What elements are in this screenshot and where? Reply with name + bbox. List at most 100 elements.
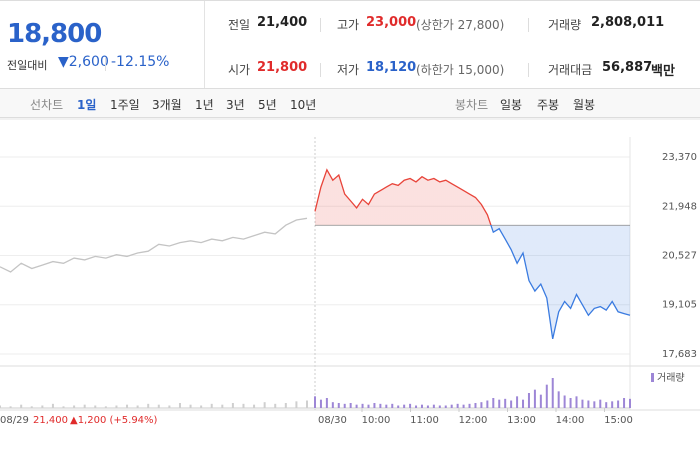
volume-bar [557,391,560,408]
x-tick-label: 15:00 [604,415,633,426]
volume-bar [94,405,97,408]
volume-bar [231,403,234,408]
volume-bar [126,404,129,408]
volume-bar [551,378,554,408]
volume-bar [30,406,33,408]
volume-bar [373,403,376,408]
volume-bar [189,404,192,408]
price-line [314,168,631,340]
volume-bar [41,405,44,408]
volume-bar [569,398,572,408]
volume-bar [284,403,287,408]
volume-bar [415,405,418,408]
volume-bar [73,405,76,408]
volume-bar [221,404,224,408]
volume-bar [178,403,181,408]
volume-bar [168,405,171,408]
tab[interactable]: 3개월 [152,98,182,112]
volume-bar [62,406,65,408]
volume-bar [563,395,566,408]
volume-bar [397,405,400,408]
change-label: 전일대비 [7,59,48,72]
volume-legend-swatch [651,373,654,382]
volume-bar [391,403,394,408]
volume-bar [575,396,578,408]
tab[interactable]: 1년 [195,98,214,112]
volume-bar [480,402,483,408]
volume-bar [367,404,370,408]
volume-bar [593,401,596,408]
info-value: 21,400 [257,15,308,30]
volume-bar [51,403,54,408]
x-tick-label: 12:00 [459,415,488,426]
volume-bar [611,401,614,408]
tab[interactable]: 월봉 [573,98,596,112]
volume-bar [263,402,266,408]
volume-bar [9,406,12,408]
prev-close-label: 21,400 [33,415,68,426]
tab[interactable]: 3년 [226,98,245,112]
volume-bar [157,404,160,408]
volume-bar [450,404,453,408]
tab[interactable]: 10년 [290,98,317,112]
change: ▼2,600 [58,54,109,70]
volume-bar [581,399,584,408]
volume-bar [527,393,530,408]
info-label: 거래대금 [548,63,593,77]
volume-bar [349,403,352,408]
volume-bar [136,405,139,408]
x-tick-label: 14:00 [556,415,585,426]
info-label: 시가 [228,63,251,77]
volume-bar [242,403,245,408]
info-note: (상한가 27,800) [416,18,505,32]
tab[interactable]: 1주일 [110,98,140,112]
volume-bar [498,399,501,408]
price-chart: 23,370 21,948 20,527 19,105 17,683 거래량 08/29 21… [0,118,700,426]
tab[interactable]: 1일 [77,98,97,112]
y-tick-label: 20,527 [662,250,697,261]
volume-bar [319,399,322,408]
volume-bar [629,398,631,408]
volume-bar [83,404,86,408]
volume-bar [337,403,340,408]
tab[interactable]: 일봉 [500,98,523,112]
volume-bar [462,404,465,408]
volume-bar [623,398,626,408]
x-tick-label: 13:00 [507,415,536,426]
volume-bar [325,398,328,408]
volume-bar [20,404,23,408]
volume-bar [438,405,441,408]
volume-bar [444,405,447,408]
volume-bar [200,405,203,408]
volume-bar [599,399,602,408]
volume-bar [343,403,346,408]
tab: 선차트 [30,98,64,112]
volume-bar [210,403,213,408]
period-tabs: 선차트 1일 1주일 3개월 1년 3년 5년 10년 봉차트 일봉 주봉 월봉 [0,88,700,118]
tab: 봉차트 [455,98,489,112]
volume-bar [253,404,256,408]
tab[interactable]: 5년 [258,98,277,112]
tab[interactable]: 주봉 [537,98,560,112]
change-rate: -12.15% [111,54,170,70]
info-value: 56,887 [602,60,653,75]
quote-header: 18,800 전일대비 ▼2,600 -12.15% 전일 21,400 고가 … [0,0,700,89]
x-tick-label: 08/30 [318,415,347,426]
volume-bar [533,389,536,408]
price-line [0,217,308,273]
volume-bar [409,403,412,408]
volume-bar [504,398,507,408]
x-tick-label: 11:00 [410,415,439,426]
volume-bar [115,405,118,408]
y-tick-label: 19,105 [662,300,697,311]
volume-bar [361,403,364,408]
volume-bar [492,398,495,408]
x-tick-label: 10:00 [362,415,391,426]
info-label: 저가 [337,63,360,77]
info-unit: 백만 [651,64,675,79]
y-tick-label: 23,370 [662,152,697,163]
volume-bar [274,403,277,408]
volume-bar [147,403,150,408]
volume-bar [0,405,1,408]
change-area [315,169,630,339]
